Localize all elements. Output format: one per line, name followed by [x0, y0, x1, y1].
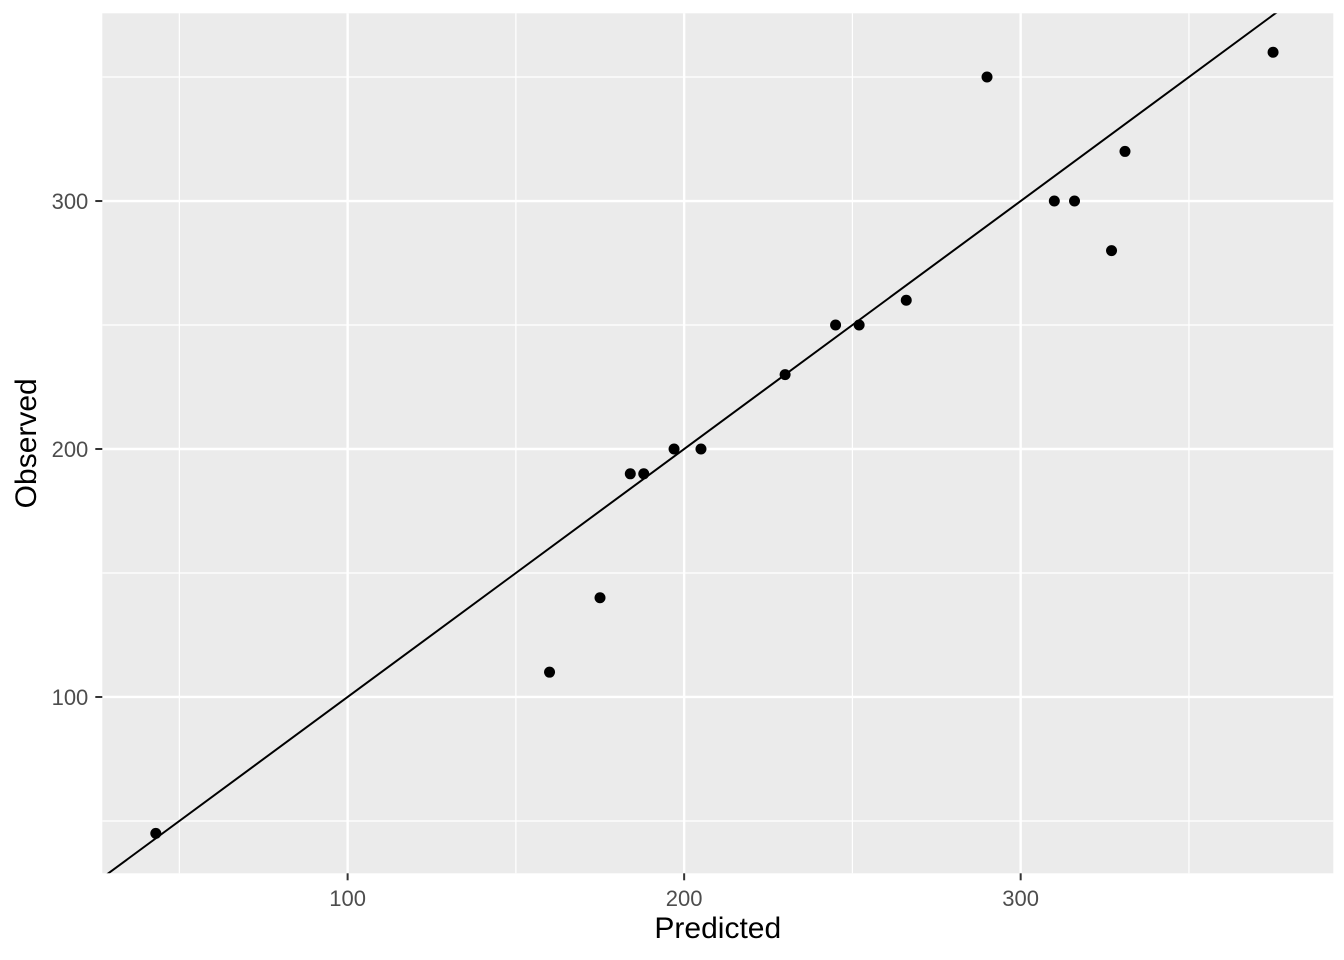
plot-panel — [102, 13, 1334, 874]
data-point — [638, 468, 650, 480]
y-axis-tick-label: 300 — [52, 189, 89, 214]
data-point — [1106, 245, 1118, 257]
y-axis-title: Observed — [10, 378, 43, 508]
data-point — [1069, 195, 1081, 207]
x-axis-tick-label: 200 — [666, 886, 703, 911]
data-point — [544, 666, 556, 678]
y-axis-tick-label: 100 — [52, 685, 89, 710]
data-layer — [106, 13, 1279, 874]
data-point — [981, 71, 993, 83]
data-point — [624, 468, 636, 480]
x-axis-title: Predicted — [654, 912, 781, 945]
x-axis-tick-label: 300 — [1002, 886, 1039, 911]
data-point — [779, 369, 791, 381]
identity-reference-line — [106, 13, 1278, 874]
data-point — [1119, 145, 1131, 157]
data-point — [668, 443, 680, 455]
data-point — [830, 319, 842, 331]
data-point — [150, 827, 162, 839]
x-axis-tick-label: 100 — [329, 886, 366, 911]
data-point — [695, 443, 707, 455]
data-point — [1048, 195, 1060, 207]
plot-panel-layer — [102, 13, 1334, 874]
gridline-layer — [102, 13, 1334, 874]
data-point — [594, 592, 606, 604]
y-axis-tick-label: 200 — [52, 437, 89, 462]
data-point — [900, 294, 912, 306]
data-point — [853, 319, 865, 331]
axis-layer: 100 200 300 100 200 300 — [52, 189, 1039, 911]
data-point — [1267, 46, 1279, 58]
